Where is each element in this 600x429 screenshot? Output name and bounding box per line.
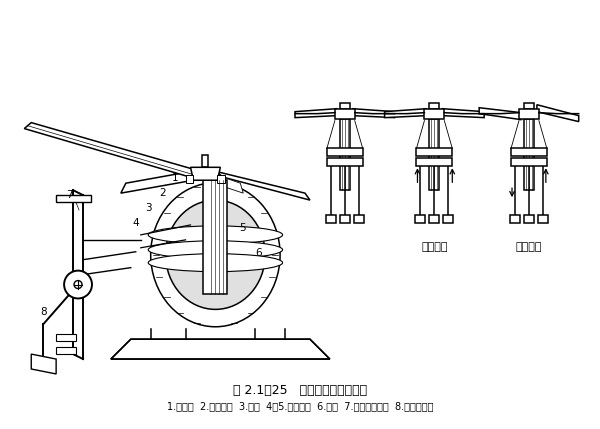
- Polygon shape: [56, 334, 76, 341]
- Polygon shape: [185, 175, 193, 183]
- Text: 6: 6: [255, 248, 262, 258]
- Polygon shape: [340, 103, 350, 109]
- Ellipse shape: [166, 200, 265, 309]
- Text: 5: 5: [239, 223, 245, 233]
- Polygon shape: [442, 109, 484, 118]
- Polygon shape: [354, 215, 364, 223]
- Polygon shape: [56, 347, 76, 354]
- Polygon shape: [24, 123, 200, 177]
- Polygon shape: [340, 215, 350, 223]
- Polygon shape: [430, 215, 439, 223]
- Polygon shape: [385, 109, 427, 118]
- Polygon shape: [524, 119, 534, 190]
- Circle shape: [64, 271, 92, 299]
- Text: 提总距杆: 提总距杆: [421, 242, 448, 252]
- Polygon shape: [111, 339, 330, 359]
- Polygon shape: [524, 215, 534, 223]
- Polygon shape: [217, 175, 226, 183]
- Text: 1.旋转环  2.不旋转环  3.套环  4，5.操纵拉杆  6.滑筒  7.直升机驾驶杆  8.油门变距杆: 1.旋转环 2.不旋转环 3.套环 4，5.操纵拉杆 6.滑筒 7.直升机驾驶杆…: [167, 401, 433, 411]
- Polygon shape: [353, 109, 395, 118]
- Polygon shape: [537, 105, 579, 121]
- Text: 7: 7: [66, 190, 73, 200]
- Polygon shape: [416, 148, 452, 157]
- Polygon shape: [327, 158, 363, 166]
- Polygon shape: [443, 215, 453, 223]
- Polygon shape: [511, 148, 547, 157]
- Polygon shape: [415, 215, 425, 223]
- Polygon shape: [215, 171, 310, 200]
- Polygon shape: [202, 155, 208, 167]
- Ellipse shape: [148, 254, 283, 272]
- Text: 3: 3: [145, 203, 152, 213]
- Text: 8: 8: [40, 307, 47, 317]
- Polygon shape: [31, 354, 56, 374]
- Ellipse shape: [148, 241, 283, 259]
- Ellipse shape: [151, 183, 280, 327]
- Polygon shape: [519, 109, 539, 119]
- Text: 1: 1: [172, 173, 179, 183]
- Polygon shape: [327, 148, 363, 157]
- Polygon shape: [424, 109, 445, 119]
- Polygon shape: [416, 158, 452, 166]
- Ellipse shape: [148, 226, 283, 244]
- Polygon shape: [203, 180, 227, 294]
- Text: 4: 4: [133, 218, 139, 228]
- Polygon shape: [538, 215, 548, 223]
- Polygon shape: [511, 158, 547, 166]
- Polygon shape: [191, 167, 220, 180]
- Circle shape: [74, 281, 82, 289]
- Polygon shape: [295, 109, 337, 118]
- Polygon shape: [524, 103, 534, 109]
- Text: 图 2.1－25   自动倾斜器构造简图: 图 2.1－25 自动倾斜器构造简图: [233, 384, 367, 397]
- Polygon shape: [56, 195, 91, 202]
- Text: 2: 2: [160, 188, 166, 198]
- Polygon shape: [479, 108, 521, 120]
- Polygon shape: [510, 215, 520, 223]
- Text: 推驾驶杆: 推驾驶杆: [515, 242, 542, 252]
- Polygon shape: [340, 119, 350, 190]
- Polygon shape: [326, 215, 336, 223]
- Polygon shape: [335, 109, 355, 119]
- Polygon shape: [430, 103, 439, 109]
- Polygon shape: [430, 119, 439, 190]
- Polygon shape: [121, 170, 197, 193]
- Polygon shape: [223, 177, 243, 193]
